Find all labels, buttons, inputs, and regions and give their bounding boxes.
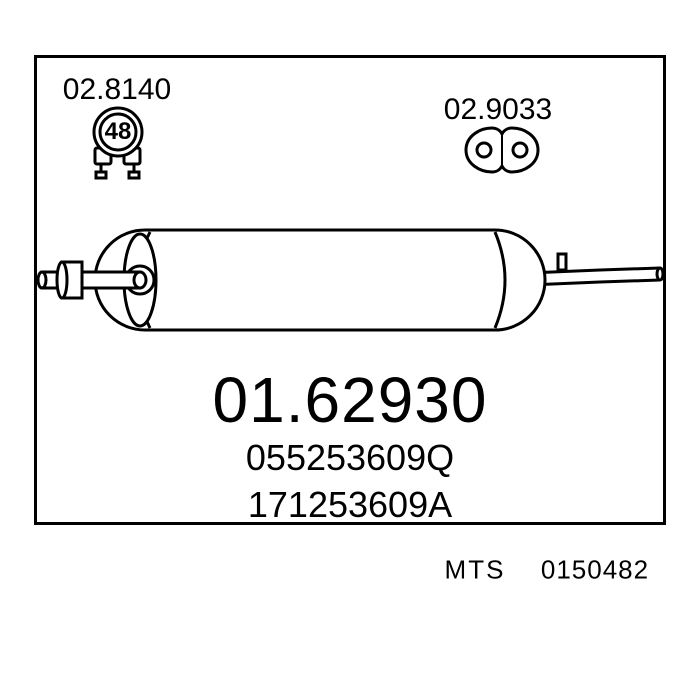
oem-ref-1: 055253609Q [246, 437, 454, 479]
clamp-ref-label: 02.8140 [63, 73, 171, 107]
hanger-ref-label: 02.9033 [444, 93, 552, 127]
oem-ref-2: 171253609A [248, 484, 452, 526]
clamp-diameter-label: 48 [105, 118, 132, 146]
diagram-canvas: 02.8140 48 02.9033 01.62930 055253609Q 1… [0, 0, 700, 700]
brand-code-label: 0150482 [541, 555, 649, 586]
main-part-number: 01.62930 [213, 363, 488, 437]
brand-label: MTS [445, 555, 506, 586]
